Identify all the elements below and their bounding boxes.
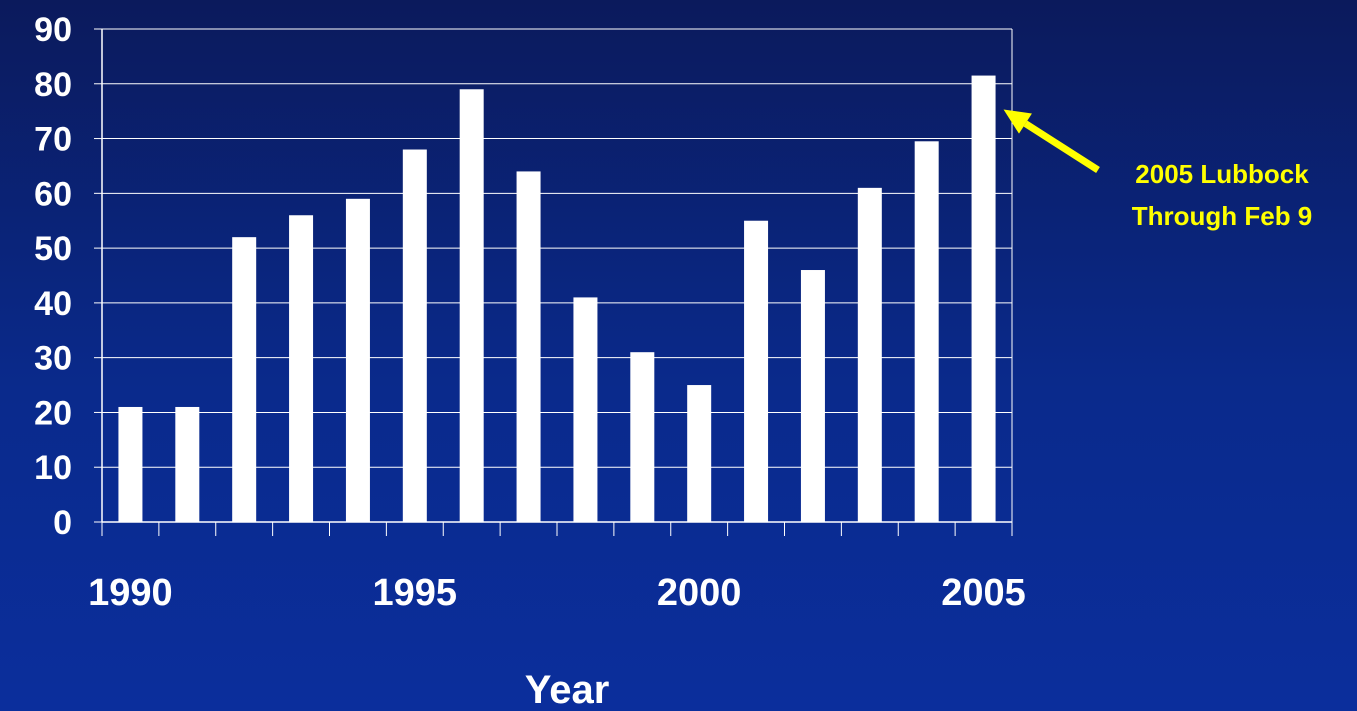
annotation: 2005 Lubbock Through Feb 9 [1003, 109, 1313, 231]
annotation-line-1: 2005 Lubbock [1135, 159, 1309, 189]
annotation-arrow-head [1003, 109, 1032, 134]
annotation-line-2: Through Feb 9 [1132, 201, 1313, 231]
x-tick-label: 2005 [941, 572, 1026, 614]
y-tick-label: 30 [34, 340, 72, 378]
y-tick-label: 20 [34, 394, 72, 432]
x-tick-label: 1995 [373, 572, 458, 614]
bar-1993 [289, 215, 314, 522]
y-tick-label: 10 [34, 449, 72, 487]
bar-2003 [857, 187, 882, 522]
y-tick-label: 60 [34, 175, 72, 213]
bar-1994 [345, 198, 370, 523]
y-tick-label: 90 [34, 11, 72, 49]
y-tick-label: 40 [34, 285, 72, 323]
bar-1998 [573, 297, 598, 522]
bar-2004 [914, 141, 939, 523]
bar-1991 [175, 406, 200, 522]
bar-1995 [402, 149, 427, 522]
annotation-arrow-shaft [1023, 120, 1100, 173]
bar-2000 [687, 385, 712, 522]
y-tick-label: 80 [34, 66, 72, 104]
bar-1999 [630, 352, 655, 522]
y-tick-labels: 0 10 20 30 40 50 60 70 80 90 [34, 11, 72, 542]
bar-2001 [744, 220, 769, 522]
x-tick-label: 2000 [657, 572, 742, 614]
bar-1996 [459, 89, 484, 522]
bar-1992 [232, 237, 257, 522]
x-tick-label: 1990 [88, 572, 173, 614]
bar-1997 [516, 171, 541, 522]
bar-1990 [118, 406, 143, 522]
x-tick-labels: 1990 1995 2000 2005 [88, 572, 1026, 614]
y-tick-label: 70 [34, 121, 72, 159]
y-tick-label: 0 [53, 504, 72, 542]
y-tick-label: 50 [34, 230, 72, 268]
bar-2002 [800, 270, 825, 522]
x-axis-label: Year [525, 668, 610, 711]
bar-2005 [971, 75, 996, 523]
bars [118, 75, 996, 523]
